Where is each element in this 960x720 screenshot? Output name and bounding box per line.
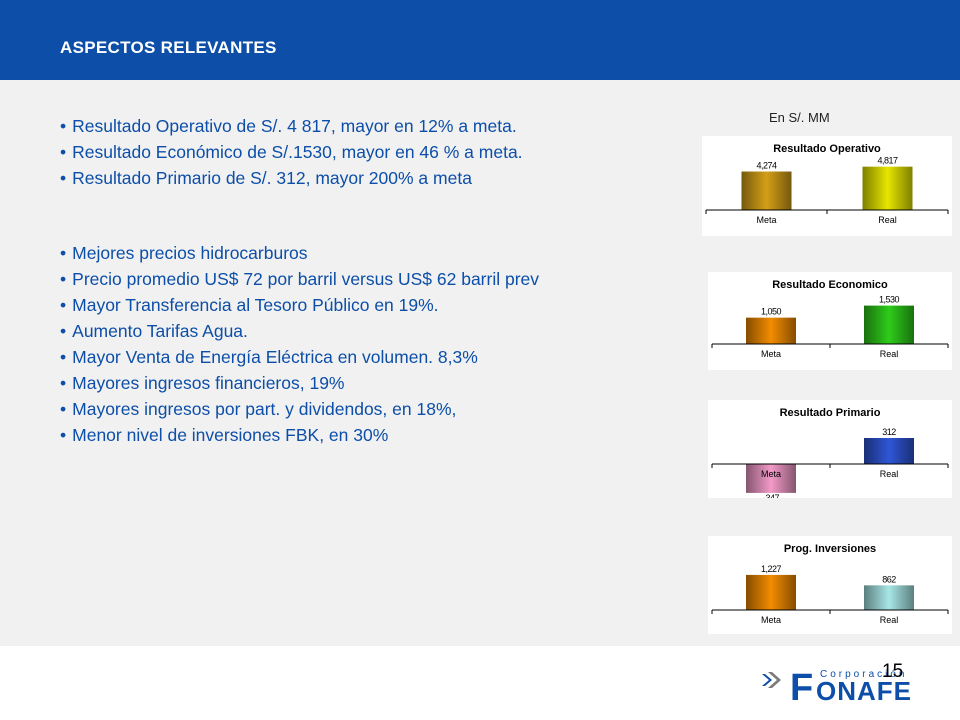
data-label: 1,050	[761, 307, 782, 317]
data-label: 4,274	[756, 161, 777, 171]
chart-bar	[864, 585, 914, 610]
chart-bar	[862, 166, 913, 210]
category-label: Real	[880, 349, 899, 359]
data-label: -347	[763, 493, 780, 498]
list-item: Mayor Venta de Energía Eléctrica en volu…	[60, 344, 539, 370]
svg-text:ONAFE: ONAFE	[816, 676, 912, 706]
fonafe-logo: F ONAFE Corporación	[762, 667, 912, 706]
list-item: Mayor Transferencia al Tesoro Público en…	[60, 292, 539, 318]
list-item: Resultado Primario de S/. 312, mayor 200…	[60, 165, 523, 191]
chart-title: Resultado Economico	[772, 279, 888, 291]
category-label: Meta	[761, 349, 781, 359]
key-results-list: Resultado Operativo de S/. 4 817, mayor …	[60, 113, 523, 191]
data-label: 4,817	[877, 156, 898, 166]
chart-title: Prog. Inversiones	[784, 543, 876, 555]
category-label: Real	[878, 215, 897, 225]
data-label: 1,530	[879, 295, 900, 305]
category-label: Real	[880, 615, 899, 625]
chart-prog-inversiones: Prog. Inversiones 1,227 Meta 862 Real	[708, 536, 952, 634]
data-label: 862	[882, 574, 896, 584]
list-item: Mayores ingresos por part. y dividendos,…	[60, 396, 539, 422]
chart-resultado-primario: Resultado Primario -347 Meta 312 Real	[708, 400, 952, 498]
double-chevron-icon	[762, 672, 781, 688]
chart-bar	[746, 317, 796, 344]
page-title: ASPECTOS RELEVANTES	[60, 38, 277, 57]
list-item: Menor nivel de inversiones FBK, en 30%	[60, 422, 539, 448]
data-label: 1,227	[761, 564, 782, 574]
list-item: Mejores precios hidrocarburos	[60, 240, 539, 266]
category-label: Meta	[761, 469, 781, 479]
chart-bar	[746, 464, 796, 493]
list-item: Mayores ingresos financieros, 19%	[60, 370, 539, 396]
category-label: Real	[880, 469, 899, 479]
chart-resultado-operativo: Resultado Operativo 4,274 Meta 4,817 Real	[702, 136, 952, 236]
data-label: 312	[882, 427, 896, 437]
chart-bar	[746, 574, 796, 610]
list-item: Aumento Tarifas Agua.	[60, 318, 539, 344]
chart-title: Resultado Primario	[780, 407, 881, 419]
list-item: Resultado Operativo de S/. 4 817, mayor …	[60, 113, 523, 139]
svg-text:F: F	[790, 667, 813, 706]
svg-text:Corporación: Corporación	[820, 669, 907, 680]
unit-label: En S/. MM	[769, 110, 830, 125]
chart-bar	[864, 438, 914, 464]
chart-resultado-economico: Resultado Economico 1,050 Meta 1,530 Real	[708, 272, 952, 370]
category-label: Meta	[756, 215, 776, 225]
chart-title: Resultado Operativo	[773, 143, 881, 155]
chart-bar	[864, 305, 914, 344]
chart-bar	[741, 171, 792, 210]
page-number: 15	[882, 661, 904, 682]
drivers-list: Mejores precios hidrocarburos Precio pro…	[60, 240, 539, 448]
list-item: Precio promedio US$ 72 por barril versus…	[60, 266, 539, 292]
list-item: Resultado Económico de S/.1530, mayor en…	[60, 139, 522, 165]
category-label: Meta	[761, 615, 781, 625]
header-bar: ASPECTOS RELEVANTES	[0, 0, 960, 80]
